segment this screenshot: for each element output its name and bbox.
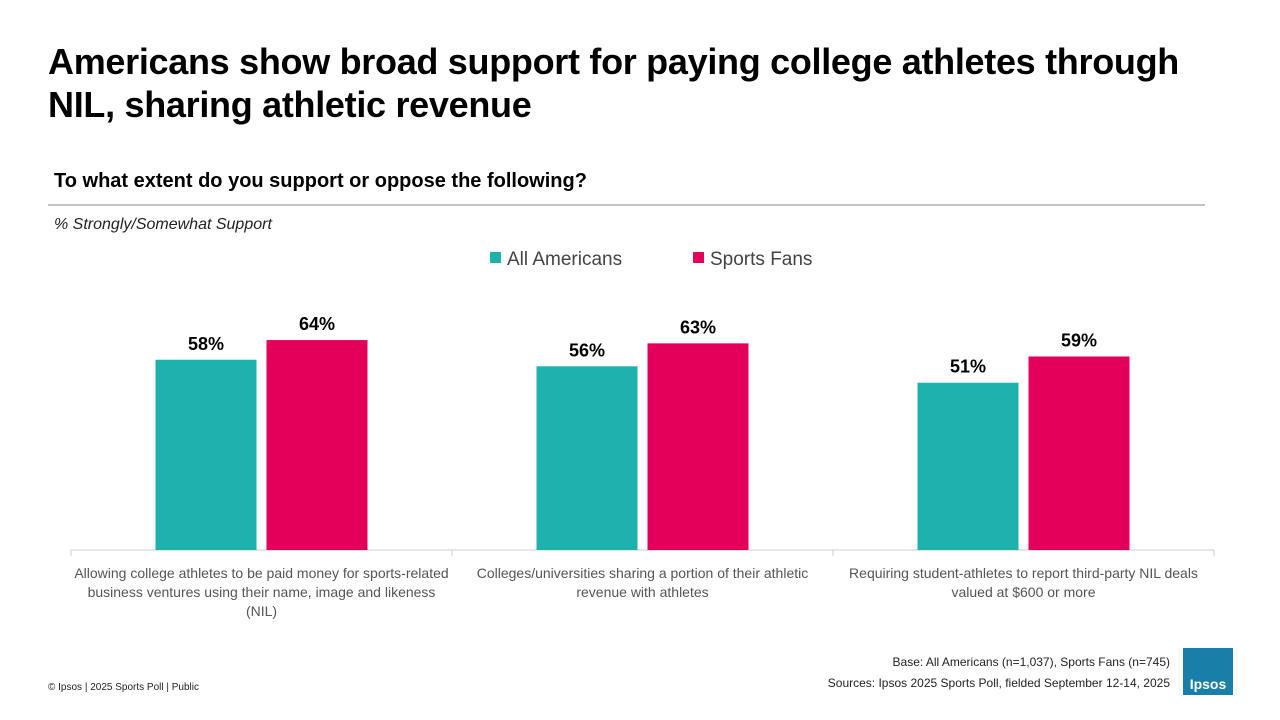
legend-label: All Americans <box>507 249 622 270</box>
base-note: Base: All Americans (n=1,037), Sports Fa… <box>892 655 1170 669</box>
bar <box>647 343 749 550</box>
bar <box>917 382 1019 550</box>
subtitle: To what extent do you support or oppose … <box>54 170 587 192</box>
value-label: 51% <box>950 357 986 377</box>
title: Americans show broad support for paying … <box>48 41 1179 125</box>
value-label: 59% <box>1061 330 1097 350</box>
copyright: © Ipsos | 2025 Sports Poll | Public <box>48 682 199 693</box>
logo: Ipsos <box>1183 648 1233 695</box>
bar <box>536 366 638 550</box>
value-label: 58% <box>188 334 224 354</box>
x-tick-label: Requiring student-athletes to report thi… <box>849 565 1198 600</box>
bar <box>266 340 368 550</box>
axis-note: % Strongly/Somewhat Support <box>54 216 272 233</box>
sources-note: Sources: Ipsos 2025 Sports Poll, fielded… <box>827 676 1170 690</box>
value-label: 56% <box>569 340 605 360</box>
legend-swatch <box>693 252 704 263</box>
legend-swatch <box>490 252 501 263</box>
value-label: 63% <box>680 317 716 337</box>
x-tick-label: Allowing college athletes to be paid mon… <box>74 565 449 619</box>
x-tick-label: Colleges/universities sharing a portion … <box>476 565 809 600</box>
value-label: 64% <box>299 314 335 334</box>
legend-label: Sports Fans <box>710 249 812 270</box>
bar <box>1028 356 1130 550</box>
bar <box>155 359 257 550</box>
